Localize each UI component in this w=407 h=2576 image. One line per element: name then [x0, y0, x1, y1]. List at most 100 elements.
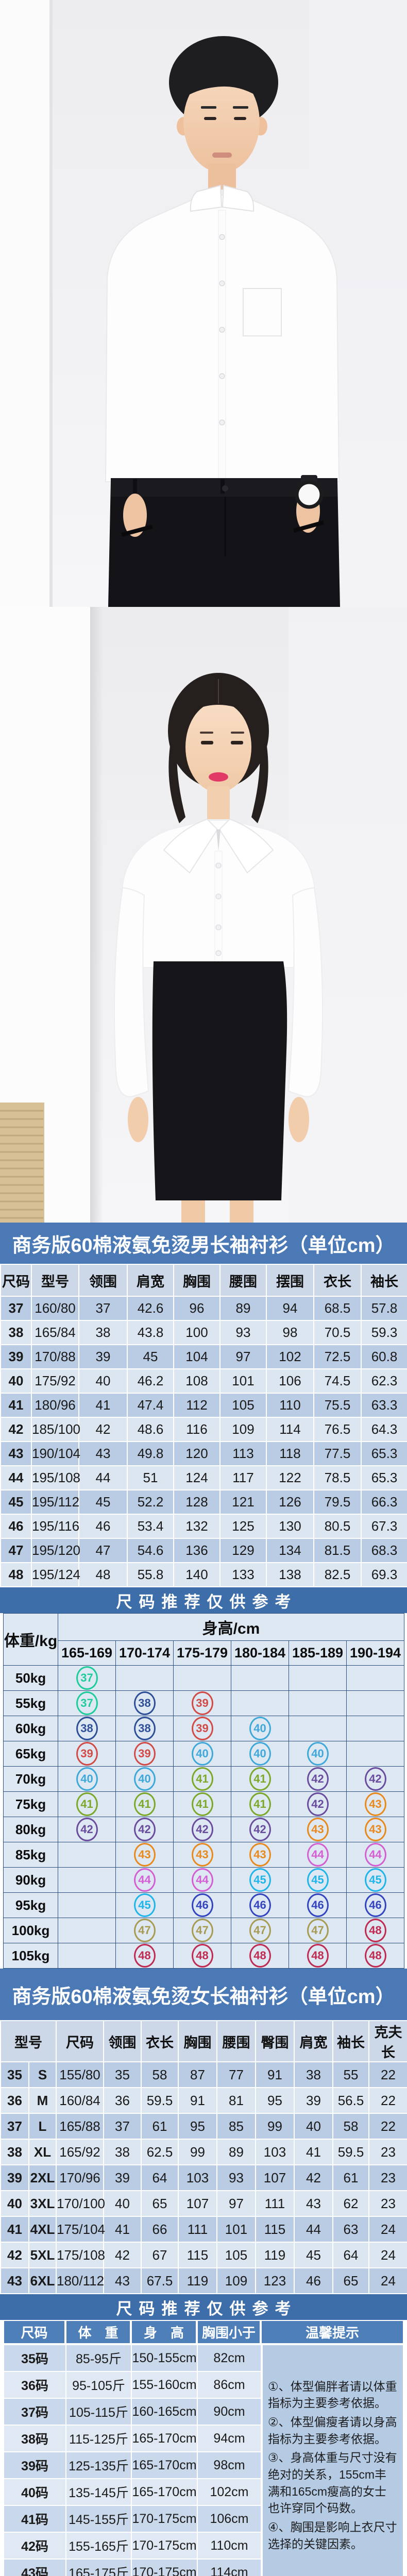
table-cell: 41 — [58, 1791, 116, 1817]
bar-text: 尺码推荐仅供参考 — [116, 2299, 298, 2318]
table-row: 42 185/100 42 48.6 116 109 114 76.5 64.3 — [0, 1417, 407, 1442]
table-cell: 39 — [115, 1741, 174, 1767]
table-cell: 165/92 — [56, 2139, 104, 2165]
size-badge: 44 — [191, 1868, 213, 1892]
table-cell: 101 — [219, 1368, 267, 1394]
table-cell: 36码 — [3, 2371, 66, 2399]
table-cell: 43 — [173, 1842, 231, 1868]
table-cell: 79.5 — [313, 1489, 362, 1515]
table-cell: 48 — [346, 1943, 405, 1969]
table-cell: 103 — [255, 2139, 295, 2165]
wrist-watch — [295, 475, 324, 509]
table-cell: 42 — [289, 1766, 347, 1792]
rope-basket — [0, 1103, 44, 1223]
table-cell: 67.5 — [141, 2267, 179, 2294]
size-badge: 42 — [76, 1818, 98, 1841]
table-cell: 65 — [332, 2267, 369, 2294]
table-row: 85kg 43 43 43 44 44 — [3, 1842, 405, 1868]
table-row: 50kg 37 — [3, 1665, 405, 1691]
size-badge: 46 — [191, 1893, 213, 1917]
table-cell: 91 — [255, 2061, 295, 2088]
size-badge: 40 — [76, 1767, 98, 1791]
table-cell: 41 — [173, 1766, 231, 1792]
table-cell: 39 — [103, 2164, 142, 2191]
table-cell: 43 — [115, 1842, 174, 1868]
note-line: ①、体型偏胖者请以体重指标为主要参考依据。 — [268, 2379, 397, 2410]
female-model-illustration — [0, 607, 407, 1223]
table-cell: 94cm — [197, 2425, 262, 2452]
size-badge: 44 — [307, 1843, 329, 1867]
table-cell: 47 — [231, 1918, 289, 1943]
table-row: 42 5XL 175/108 42 67 115 105 119 45 64 24 — [0, 2242, 407, 2268]
size-badge: 42 — [191, 1818, 213, 1841]
size-recommendation-bar: 尺码推荐仅供参考 — [0, 1587, 407, 1613]
table-cell: 155/80 — [56, 2061, 104, 2088]
table-cell: 69.3 — [361, 1562, 407, 1587]
table-row: 38 XL 165/92 38 62.5 99 89 103 41 59.5 23 — [0, 2139, 407, 2165]
table-cell: 145-155斤 — [65, 2505, 132, 2533]
table-cell: 115-125斤 — [65, 2425, 132, 2452]
female-figure — [113, 673, 324, 1223]
table-cell: 165/84 — [31, 1320, 79, 1345]
column-header: 体 重 — [65, 2320, 131, 2344]
table-row: 37 160/80 37 42.6 96 89 94 68.5 57.8 — [0, 1296, 407, 1321]
table-cell: L — [28, 2113, 57, 2140]
column-header: 摆围 — [266, 1264, 314, 1297]
table-cell: 105kg — [3, 1943, 58, 1969]
height-range: 190-194 — [346, 1640, 405, 1666]
table-cell — [346, 1665, 405, 1691]
black-trousers — [108, 482, 340, 607]
table-cell: 43 — [0, 1441, 32, 1466]
table-cell: 44 — [289, 1842, 347, 1868]
table-cell: 40 — [103, 2190, 142, 2217]
table-cell: 45 — [231, 1867, 289, 1893]
table-cell: 165/88 — [56, 2113, 104, 2140]
table-cell: 78.5 — [313, 1465, 362, 1490]
size-badge: 44 — [364, 1843, 386, 1867]
size-badge: 47 — [307, 1919, 329, 1942]
table-cell: 42码 — [3, 2532, 66, 2560]
table-cell — [231, 1665, 289, 1691]
size-badge: 43 — [249, 1843, 271, 1867]
table-cell: 105-115斤 — [65, 2398, 132, 2426]
table-cell: 39 — [0, 1344, 32, 1369]
table-cell: 40 — [58, 1766, 116, 1792]
table-cell: 23 — [368, 2139, 407, 2165]
column-header: 胸围 — [173, 1264, 221, 1297]
table-cell: 48 — [0, 1562, 32, 1587]
table-row: 60kg 38 38 39 40 — [3, 1716, 405, 1741]
table-row: 40 3XL 170/100 40 65 107 97 111 43 62 23 — [0, 2190, 407, 2217]
table-cell: 47.4 — [127, 1393, 174, 1418]
table-cell: 45 — [289, 1867, 347, 1893]
table-cell — [173, 1665, 231, 1691]
table-cell: 102 — [266, 1344, 314, 1369]
table-cell: 42 — [0, 1417, 32, 1442]
table-row: 44 195/108 44 51 124 117 122 78.5 65.3 — [0, 1465, 407, 1490]
table-cell: 41码 — [3, 2505, 66, 2533]
table-cell: 40 — [173, 1741, 231, 1767]
table-cell: 39 — [58, 1741, 116, 1767]
table-cell: 41 — [0, 1393, 32, 1418]
table-cell: 75kg — [3, 1791, 58, 1817]
table-cell: 67 — [141, 2242, 179, 2268]
table-cell: 46 — [294, 2267, 333, 2294]
table-cell: 40 — [0, 1368, 32, 1394]
table-cell: 53.4 — [127, 1514, 174, 1539]
table-cell: 24 — [368, 2242, 407, 2268]
table-cell: 67.3 — [361, 1514, 407, 1539]
table-cell: 175/104 — [56, 2216, 105, 2243]
column-header: 腰围 — [219, 1264, 267, 1297]
table-row: 100kg 47 47 47 47 48 — [3, 1918, 405, 1943]
table-cell: 76.5 — [313, 1417, 362, 1442]
table-row: 90kg 44 44 45 45 45 — [3, 1867, 405, 1893]
table-cell: 44 — [0, 1465, 32, 1490]
table-cell: 81.5 — [313, 1538, 362, 1563]
table-row: 38 165/84 38 43.8 100 93 98 70.5 59.3 — [0, 1320, 407, 1345]
size-badge: 46 — [364, 1893, 386, 1917]
column-header: 肩宽 — [127, 1264, 174, 1297]
table-cell: 41 — [173, 1791, 231, 1817]
table-cell: 68.5 — [313, 1296, 362, 1321]
male-figure — [105, 36, 340, 607]
table-cell: 95 — [178, 2113, 217, 2140]
table-cell: 39 — [294, 2087, 333, 2114]
